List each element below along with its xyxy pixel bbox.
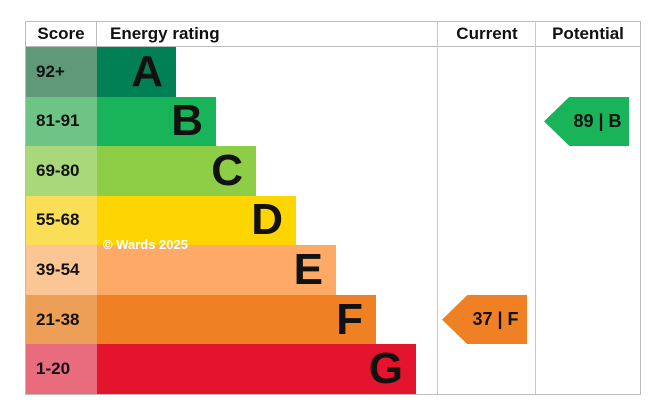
rating-band: 69-80 C: [26, 146, 640, 196]
score-range: 21-38: [26, 294, 97, 345]
rating-bar: C: [97, 146, 256, 196]
epc-rating-chart: Score Energy rating Current Potential 92…: [25, 21, 641, 395]
rating-band: 21-38 F: [26, 294, 640, 345]
rating-band: 39-54 E: [26, 245, 640, 295]
header-current: Current: [456, 24, 518, 43]
rating-bar: B: [97, 96, 216, 147]
header-energy-rating: Energy rating: [110, 24, 220, 43]
rating-bands: 92+ A 81-91 B 69-80 C 55-68: [26, 21, 640, 394]
score-range: 1-20: [26, 344, 97, 394]
rating-bar: E: [97, 245, 336, 295]
header-score: Score: [26, 22, 97, 46]
score-range: 55-68: [26, 195, 97, 246]
rating-letter: F: [336, 294, 363, 344]
rating-band: 81-91 B: [26, 96, 640, 147]
wards-watermark: © Wards 2025: [103, 237, 188, 252]
rating-letter: E: [293, 245, 323, 295]
column-divider-potential: [535, 21, 536, 394]
rating-bar: A: [97, 47, 176, 97]
score-range: 81-91: [26, 96, 97, 147]
rating-band: 1-20 G: [26, 344, 640, 394]
rating-letter: A: [131, 46, 163, 96]
rating-letter: B: [171, 96, 203, 146]
header-potential: Potential: [552, 24, 624, 43]
chart-header-row: Score Energy rating Current Potential: [26, 22, 640, 47]
rating-band: 92+ A: [26, 47, 640, 97]
rating-letter: D: [251, 195, 283, 245]
rating-bar: F: [97, 294, 376, 345]
score-range: 92+: [26, 47, 97, 97]
score-range: 69-80: [26, 146, 97, 196]
rating-letter: G: [368, 344, 403, 394]
rating-bar: D: [97, 195, 296, 246]
rating-bar: G: [97, 344, 416, 394]
score-range: 39-54: [26, 245, 97, 295]
column-divider-current: [437, 21, 438, 394]
rating-band: 55-68 D: [26, 195, 640, 246]
rating-letter: C: [211, 145, 243, 195]
